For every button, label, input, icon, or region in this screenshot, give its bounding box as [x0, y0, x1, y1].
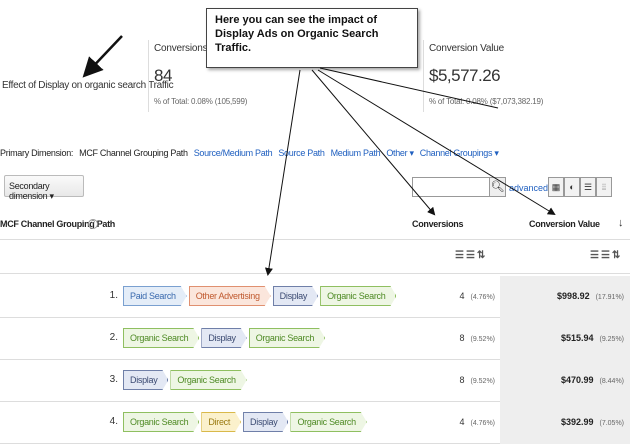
sort-descending-icon[interactable]: ↓	[618, 217, 624, 229]
channel-chip-other-advertising[interactable]: Other Advertising	[189, 286, 271, 306]
channel-chip-display[interactable]: Display	[201, 328, 246, 348]
conversion-value-cell: $392.99 (7.05%)	[504, 417, 624, 427]
conversions-percent: (9.52%)	[470, 336, 495, 343]
value-cell-bg	[500, 402, 630, 444]
conversions-percent: (4.76%)	[470, 294, 495, 301]
column-options-icon[interactable]: ☰☰⇅	[455, 250, 488, 261]
arrow-to-effect-label	[82, 35, 123, 78]
dimension-medium-path[interactable]: Medium Path	[330, 148, 381, 158]
secondary-dimension-dropdown[interactable]: Secondary dimension ▾	[4, 175, 84, 201]
channel-path: Organic Search Display Organic Search	[123, 328, 327, 348]
dimension-source-medium-path[interactable]: Source/Medium Path	[193, 148, 273, 158]
conversions-percent: (4.76%)	[470, 420, 495, 427]
channel-path: Display Organic Search	[123, 370, 249, 390]
column-header-conversion-value[interactable]: Conversion Value	[529, 219, 600, 229]
summary-divider	[148, 40, 149, 112]
conversions-cell: 8 (9.52%)	[405, 333, 495, 343]
table-header	[0, 212, 630, 240]
conversion-value-percent: (7.05%)	[599, 420, 624, 427]
grid-view-icon[interactable]: ▦	[548, 177, 564, 197]
channel-groupings-dropdown[interactable]: Channel Groupings ▾	[419, 148, 499, 158]
conversions-percent: (9.52%)	[470, 378, 495, 385]
row-number: 3.	[109, 374, 118, 385]
value-cell-bg	[500, 360, 630, 402]
table-row	[0, 360, 630, 402]
conversion-value-cell: $998.92 (17.91%)	[504, 291, 624, 301]
conversions-cell: 4 (4.76%)	[405, 291, 495, 301]
conversion-value-percent: (9.25%)	[599, 336, 624, 343]
conversion-value-title: Conversion Value	[429, 43, 504, 54]
help-icon[interactable]: ?	[88, 219, 98, 229]
conversions-value: 84	[154, 66, 172, 85]
table-summary-row	[0, 240, 630, 274]
channel-chip-paid-search[interactable]: Paid Search	[123, 286, 187, 306]
arrow-to-display-chip	[264, 69, 301, 276]
conversion-value-percent: (17.91%)	[595, 294, 624, 301]
table-search-input[interactable]	[412, 177, 490, 197]
pivot-view-icon[interactable]: ⦙⦙	[596, 177, 612, 197]
channel-chip-direct[interactable]: Direct	[201, 412, 241, 432]
row-number: 4.	[109, 416, 118, 427]
channel-path: Organic Search Direct Display Organic Searc…	[123, 412, 369, 432]
conversion-value-amount: $470.99	[560, 375, 594, 385]
row-number: 1.	[109, 290, 118, 301]
channel-chip-organic-search[interactable]: Organic Search	[123, 328, 199, 348]
column-options-icon[interactable]: ☰☰⇅	[590, 250, 623, 261]
primary-dimension-bar: Primary Dimension: MCF Channel Grouping P…	[0, 148, 505, 159]
column-header-conversions[interactable]: Conversions	[412, 219, 464, 229]
conversions-cell: 8 (9.52%)	[405, 375, 495, 385]
conversions-sub: % of Total: 0.08% (105,599)	[154, 97, 248, 106]
advanced-filter-link[interactable]: advanced	[509, 183, 549, 193]
conversion-value-percent: (8.44%)	[599, 378, 624, 385]
conversion-value-amount: $998.92	[557, 291, 590, 301]
value-cell-bg	[500, 276, 630, 318]
table-row	[0, 276, 630, 318]
arrow-to-conversion-value	[317, 69, 556, 216]
conversion-value-amount: $515.94	[560, 333, 594, 343]
table-row	[0, 402, 630, 444]
summary-divider	[423, 40, 424, 112]
arrow-line	[319, 67, 499, 109]
dimension-other-dropdown[interactable]: Other ▾	[386, 148, 414, 158]
dimension-source-path[interactable]: Source Path	[278, 148, 325, 158]
dimension-mcf-channel-grouping-path[interactable]: MCF Channel Grouping Path	[79, 148, 188, 158]
conversions-title: Conversions	[154, 43, 208, 54]
column-header-path: MCF Channel Grouping Path	[0, 219, 115, 229]
conversion-value-amount: $392.99	[560, 417, 594, 427]
value-cell-bg	[500, 318, 630, 360]
channel-chip-display[interactable]: Display	[243, 412, 288, 432]
channel-chip-organic-search[interactable]: Organic Search	[170, 370, 246, 390]
channel-chip-organic-search[interactable]: Organic Search	[320, 286, 396, 306]
primary-dimension-label: Primary Dimension:	[0, 148, 74, 158]
conversion-value-cell: $470.99 (8.44%)	[504, 375, 624, 385]
bar-view-icon[interactable]: ☰	[580, 177, 596, 197]
conversion-value-sub: % of Total: 0.08% ($7,073,382.19)	[429, 97, 544, 106]
conversions-count: 8	[459, 333, 465, 343]
channel-chip-organic-search[interactable]: Organic Search	[290, 412, 366, 432]
channel-path: Paid Search Other Advertising Display Organ…	[123, 286, 398, 306]
conversions-count: 8	[459, 375, 465, 385]
conversion-value-value: $5,577.26	[429, 66, 501, 85]
conversion-value-cell: $515.94 (9.25%)	[504, 333, 624, 343]
conversions-cell: 4 (4.76%)	[405, 417, 495, 427]
table-row	[0, 318, 630, 360]
arrow-to-conversions	[311, 69, 436, 216]
conversions-count: 4	[459, 417, 465, 427]
effect-label: Effect of Display on organic search Traf…	[2, 80, 174, 91]
channel-chip-display[interactable]: Display	[273, 286, 318, 306]
pie-view-icon[interactable]: ◐	[564, 177, 580, 197]
channel-chip-organic-search[interactable]: Organic Search	[123, 412, 199, 432]
channel-chip-organic-search[interactable]: Organic Search	[249, 328, 325, 348]
row-number: 2.	[109, 332, 118, 343]
channel-chip-display[interactable]: Display	[123, 370, 168, 390]
conversions-count: 4	[459, 291, 465, 301]
annotation-callout: Here you can see the impact of Display A…	[206, 8, 418, 68]
